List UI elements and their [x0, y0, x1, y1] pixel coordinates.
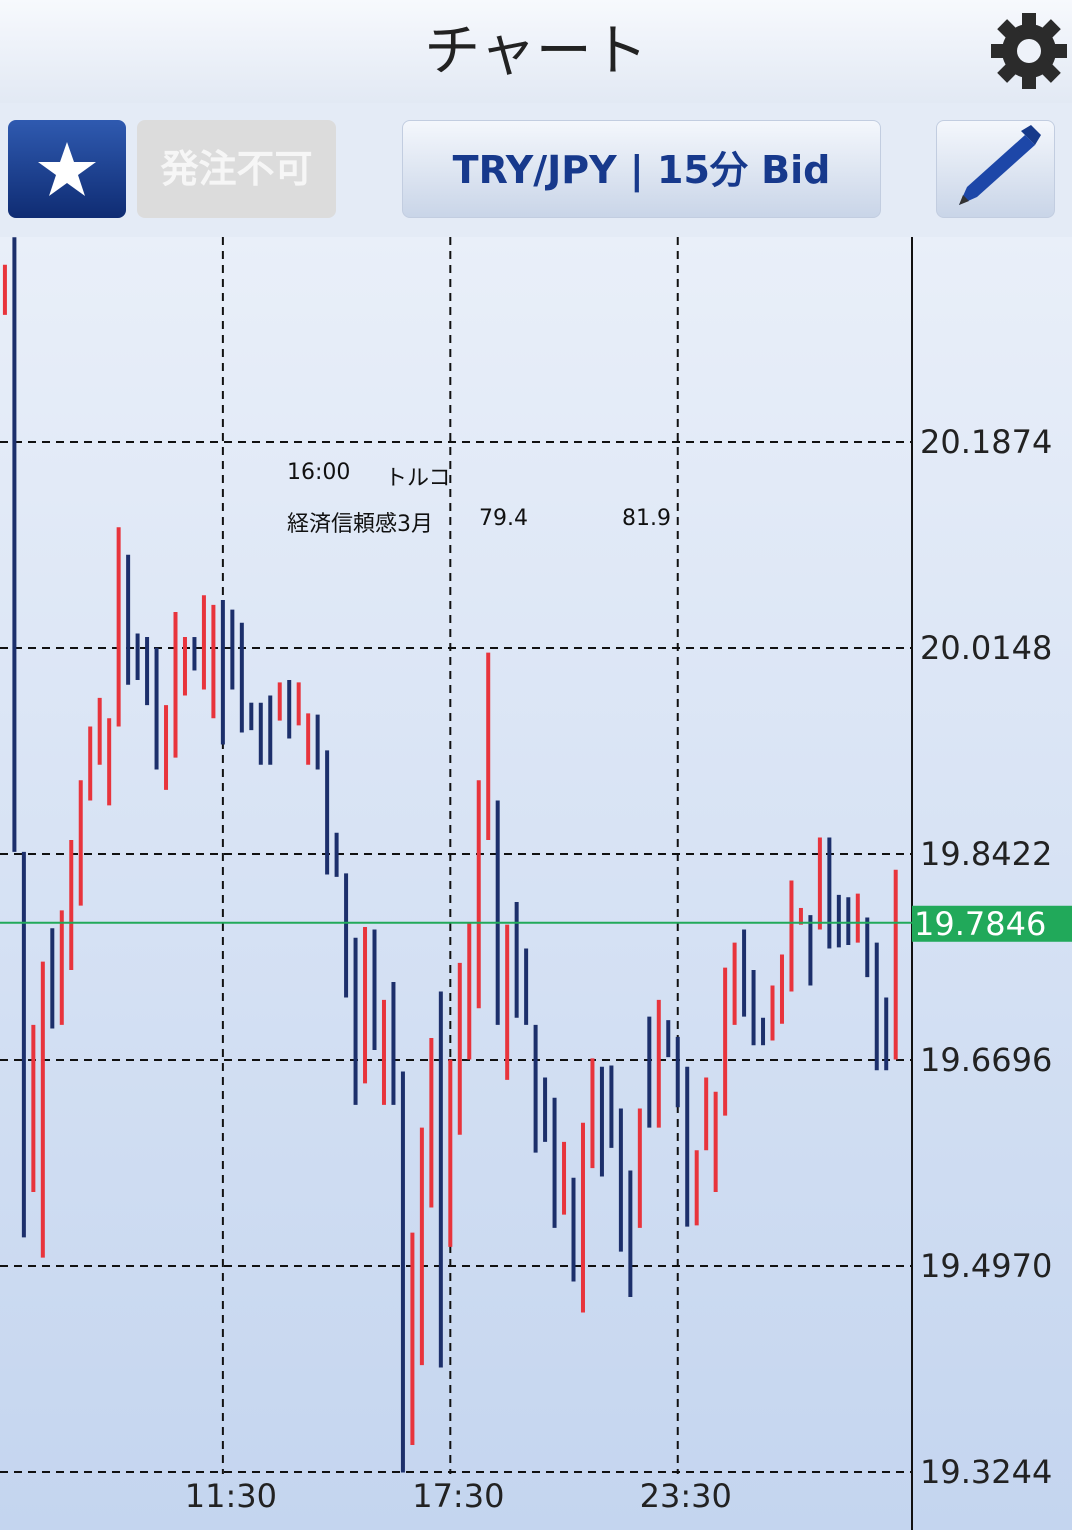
screen-title: チャート [424, 19, 648, 84]
y-tick-label: 20.0148 [920, 629, 1052, 667]
symbol-button[interactable]: TRY/JPY | 15分 Bid [402, 120, 881, 218]
y-tick-label: 19.3244 [920, 1453, 1052, 1491]
x-tick-label: 23:30 [640, 1477, 732, 1515]
pen-icon [959, 125, 1041, 205]
toolbar: 発注不可 TRY/JPY | 15分 Bid [0, 103, 1072, 237]
order-button[interactable]: 発注不可 [137, 120, 336, 218]
header-bar: チャート [0, 0, 1072, 103]
current-price-label: 19.7846 [914, 905, 1046, 943]
favorite-button[interactable] [8, 120, 126, 218]
y-tick-label: 20.1874 [920, 423, 1052, 461]
chart-background [0, 237, 1072, 1530]
x-tick-label: 11:30 [185, 1477, 277, 1515]
event-forecast: 81.9 [622, 506, 671, 531]
current-price-box [912, 905, 1072, 942]
x-tick-label: 17:30 [412, 1477, 504, 1515]
event-previous: 79.4 [479, 506, 528, 531]
y-tick-label: 19.8422 [920, 835, 1052, 873]
star-icon [38, 142, 96, 196]
settings-icon[interactable] [990, 12, 1068, 90]
event-country: トルコ [385, 466, 451, 491]
event-time: 16:00 [287, 460, 351, 485]
event-name: 経済信頼感3月 [287, 512, 433, 537]
y-tick-label: 19.6696 [920, 1041, 1052, 1079]
y-tick-label: 19.4970 [920, 1247, 1052, 1285]
draw-button[interactable] [936, 120, 1055, 218]
